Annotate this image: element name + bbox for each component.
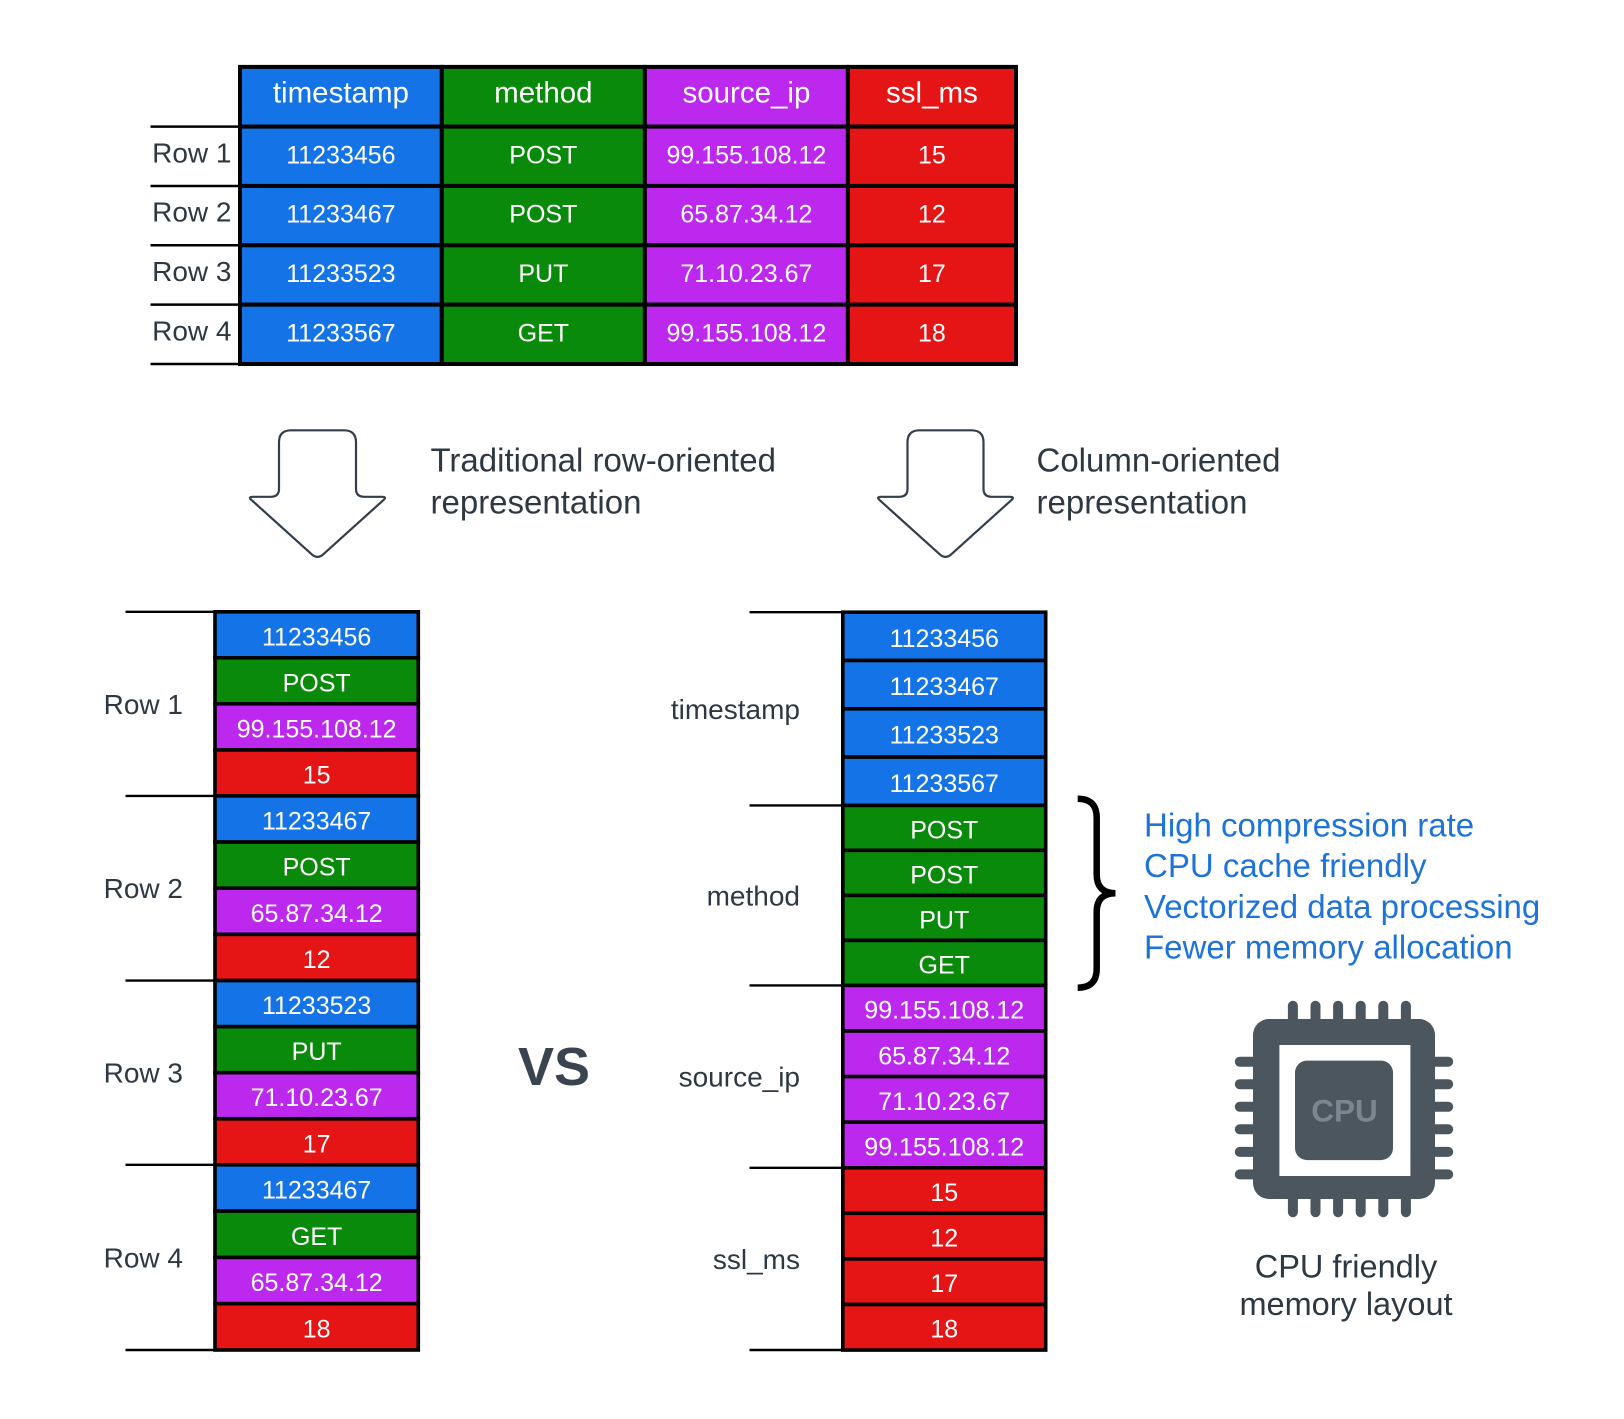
svg-text:11233523: 11233523	[286, 260, 395, 288]
svg-text:CPU cache friendly: CPU cache friendly	[1144, 847, 1427, 884]
svg-text:11233567: 11233567	[286, 319, 395, 347]
svg-text:method: method	[494, 77, 592, 110]
svg-text:ssl_ms: ssl_ms	[713, 1244, 800, 1275]
svg-text:Row 1: Row 1	[152, 137, 231, 168]
svg-text:Row 1: Row 1	[104, 689, 183, 720]
svg-text:11233567: 11233567	[890, 770, 999, 798]
svg-text:Column-oriented: Column-oriented	[1037, 442, 1281, 479]
svg-text:11233467: 11233467	[262, 808, 371, 836]
svg-text:source_ip: source_ip	[682, 77, 810, 110]
svg-text:CPU: CPU	[1311, 1093, 1378, 1129]
svg-text:representation: representation	[1037, 484, 1248, 521]
svg-text:POST: POST	[910, 861, 978, 889]
svg-text:PUT: PUT	[292, 1038, 342, 1066]
svg-text:11233456: 11233456	[286, 141, 395, 169]
svg-text:POST: POST	[509, 141, 577, 169]
svg-text:12: 12	[303, 946, 331, 974]
svg-text:11233467: 11233467	[286, 201, 395, 229]
svg-text:Row 2: Row 2	[152, 197, 231, 228]
svg-text:GET: GET	[291, 1223, 342, 1251]
svg-text:11233523: 11233523	[890, 721, 999, 749]
svg-text:ssl_ms: ssl_ms	[886, 77, 978, 110]
svg-text:65.87.34.12: 65.87.34.12	[680, 201, 812, 229]
svg-text:Row 2: Row 2	[104, 873, 183, 904]
svg-text:Traditional row-oriented: Traditional row-oriented	[431, 442, 776, 479]
svg-text:65.87.34.12: 65.87.34.12	[878, 1042, 1010, 1070]
svg-text:17: 17	[303, 1130, 331, 1158]
svg-text:15: 15	[303, 761, 331, 789]
svg-text:17: 17	[930, 1270, 958, 1298]
svg-text:11233523: 11233523	[262, 992, 371, 1020]
svg-text:memory layout: memory layout	[1239, 1286, 1452, 1322]
svg-text:71.10.23.67: 71.10.23.67	[680, 260, 812, 288]
svg-text:18: 18	[918, 319, 946, 347]
svg-text:source_ip: source_ip	[679, 1062, 800, 1093]
svg-text:GET: GET	[518, 319, 569, 347]
svg-text:Vectorized data processing: Vectorized data processing	[1144, 888, 1540, 925]
svg-text:VS: VS	[518, 1037, 590, 1097]
svg-text:11233467: 11233467	[890, 673, 999, 701]
svg-text:12: 12	[918, 201, 946, 229]
svg-text:18: 18	[930, 1316, 958, 1344]
svg-text:15: 15	[918, 141, 946, 169]
svg-text:99.155.108.12: 99.155.108.12	[666, 141, 826, 169]
svg-text:PUT: PUT	[518, 260, 568, 288]
svg-text:99.155.108.12: 99.155.108.12	[237, 715, 397, 743]
svg-text:99.155.108.12: 99.155.108.12	[864, 997, 1024, 1025]
svg-text:timestamp: timestamp	[273, 77, 409, 110]
svg-text:65.87.34.12: 65.87.34.12	[251, 1269, 383, 1297]
svg-text:representation: representation	[431, 484, 642, 521]
svg-text:Fewer memory allocation: Fewer memory allocation	[1144, 929, 1513, 966]
svg-text:65.87.34.12: 65.87.34.12	[251, 900, 383, 928]
svg-text:POST: POST	[509, 201, 577, 229]
svg-text:method: method	[707, 880, 800, 911]
svg-text:CPU friendly: CPU friendly	[1255, 1249, 1438, 1285]
svg-text:GET: GET	[919, 951, 970, 979]
svg-text:timestamp: timestamp	[671, 694, 800, 725]
svg-text:Row 3: Row 3	[152, 256, 231, 287]
svg-text:18: 18	[303, 1315, 331, 1343]
svg-text:Row 4: Row 4	[104, 1242, 183, 1273]
svg-text:POST: POST	[910, 816, 978, 844]
svg-text:Row 3: Row 3	[104, 1058, 183, 1089]
svg-text:71.10.23.67: 71.10.23.67	[878, 1088, 1010, 1116]
svg-text:PUT: PUT	[919, 906, 969, 934]
svg-text:99.155.108.12: 99.155.108.12	[666, 319, 826, 347]
svg-text:POST: POST	[283, 669, 351, 697]
svg-text:12: 12	[930, 1225, 958, 1253]
svg-text:11233456: 11233456	[262, 623, 371, 651]
svg-text:99.155.108.12: 99.155.108.12	[864, 1134, 1024, 1162]
svg-text:High compression rate: High compression rate	[1144, 807, 1474, 844]
svg-text:71.10.23.67: 71.10.23.67	[251, 1084, 383, 1112]
svg-text:15: 15	[930, 1179, 958, 1207]
svg-text:17: 17	[918, 260, 946, 288]
svg-text:POST: POST	[283, 854, 351, 882]
svg-text:11233456: 11233456	[890, 625, 999, 653]
svg-text:Row 4: Row 4	[152, 315, 231, 346]
svg-text:11233467: 11233467	[262, 1177, 371, 1205]
